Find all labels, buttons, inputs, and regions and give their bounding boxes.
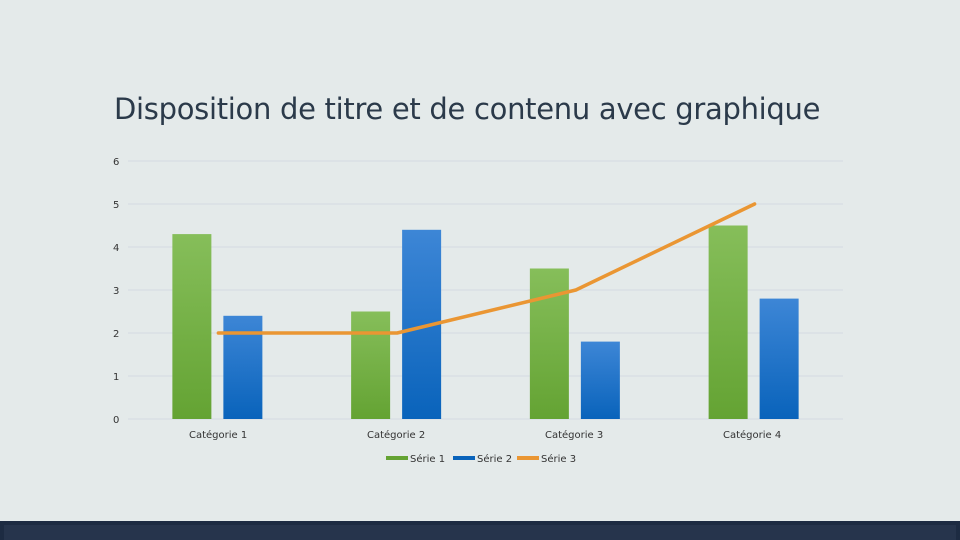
bars (172, 225, 799, 419)
legend-label: Série 3 (541, 453, 576, 465)
legend-swatch (453, 456, 475, 460)
bar (759, 298, 799, 419)
bar (580, 341, 620, 419)
y-tick-label: 6 (113, 157, 119, 168)
y-tick-label: 4 (113, 243, 119, 254)
slide-title: Disposition de titre et de contenu avec … (114, 92, 821, 126)
bar (172, 234, 212, 419)
y-tick-label: 3 (113, 286, 119, 297)
y-tick-label: 5 (113, 200, 119, 211)
x-tick-label: Catégorie 1 (189, 429, 247, 441)
y-axis: 0 1 2 3 4 5 6 (113, 157, 119, 426)
legend-label: Série 1 (410, 453, 445, 465)
bottom-band-inner (4, 525, 956, 540)
x-tick-label: Catégorie 2 (367, 429, 425, 441)
bar (529, 268, 569, 419)
x-tick-label: Catégorie 3 (545, 429, 603, 441)
line-series (216, 202, 757, 335)
y-tick-label: 0 (113, 415, 119, 426)
legend-label: Série 2 (477, 453, 512, 465)
legend-swatch (386, 456, 408, 460)
x-tick-label: Catégorie 4 (723, 429, 781, 441)
bar (351, 311, 391, 419)
bar (708, 225, 748, 419)
y-tick-label: 2 (113, 329, 119, 340)
series-line (216, 202, 757, 335)
legend-swatch (517, 456, 539, 460)
y-tick-label: 1 (113, 372, 119, 383)
x-axis: Catégorie 1 Catégorie 2 Catégorie 3 Catégor… (189, 429, 781, 441)
legend: Série 1 Série 2 Série 3 (386, 453, 576, 465)
